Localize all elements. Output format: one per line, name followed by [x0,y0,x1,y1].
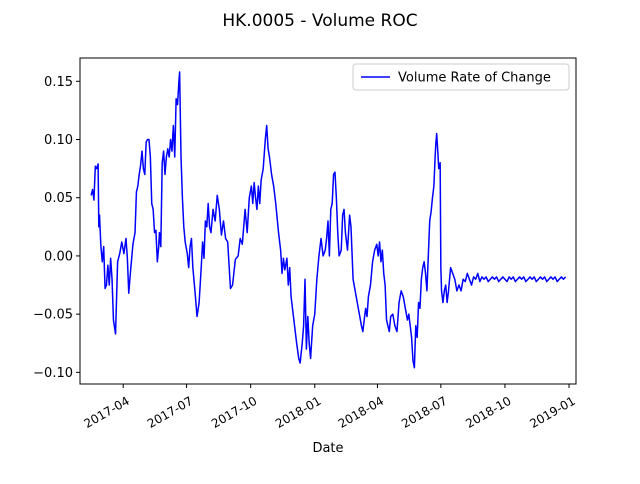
x-tick-label: 2017-10 [209,394,259,431]
y-tick-label: 0.05 [44,191,73,206]
y-axis: −0.10 −0.05 0.00 0.05 0.10 0.15 [33,75,80,381]
legend-box [352,63,570,91]
x-tick-label: 2018-07 [399,394,449,431]
y-tick-label: 0.15 [44,75,73,90]
chart-title: HK.0005 - Volume ROC [222,11,417,31]
plot-frame [79,57,577,385]
x-tick-label: 2018-10 [463,394,513,431]
x-tick-label: 2018-04 [336,394,386,431]
series-line-volume-roc [90,71,567,369]
y-tick-label: −0.05 [33,308,73,323]
x-tick-label: 2019-01 [527,394,577,431]
y-tick-label: 0.00 [44,249,73,264]
x-axis: 2017-04 2017-07 2017-10 2018-01 2018-04 2018-… [81,384,578,431]
plot-area [79,57,577,385]
legend-label: Volume Rate of Change [398,71,551,86]
y-tick-label: −0.10 [33,366,73,381]
x-tick-label: 2017-07 [145,394,195,431]
legend: Volume Rate of Change [352,63,570,91]
x-tick-label: 2018-01 [273,394,323,431]
x-tick-label: 2017-04 [81,394,131,431]
x-axis-label: Date [312,441,343,456]
y-tick-label: 0.10 [44,133,73,148]
